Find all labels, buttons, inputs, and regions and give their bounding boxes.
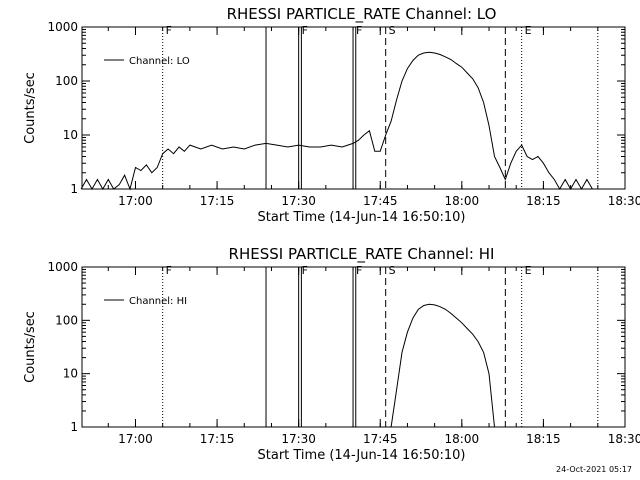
flag-label: F: [302, 264, 308, 277]
x-tick-label: 17:45: [363, 432, 398, 446]
x-tick-label: 17:45: [363, 194, 398, 208]
flag-label: E: [525, 24, 532, 37]
x-tick-label: 17:30: [281, 194, 316, 208]
y-tick-label: 1000: [47, 260, 78, 274]
chart-title: RHESSI PARTICLE_RATE Channel: HI: [229, 245, 495, 264]
x-tick-label: 17:00: [118, 432, 153, 446]
x-tick-label: 18:00: [445, 194, 480, 208]
y-tick-label: 10: [63, 128, 78, 142]
x-tick-label: 18:30: [608, 432, 640, 446]
x-tick-label: 18:15: [526, 432, 561, 446]
flag-label: S: [389, 264, 396, 277]
series-line-1: [390, 303, 495, 428]
y-tick-label: 1: [70, 420, 78, 434]
legend-label: Channel: LO: [129, 56, 190, 67]
y-tick-label: 10: [63, 367, 78, 381]
flag-label: F: [356, 24, 362, 37]
x-tick-label: 17:00: [118, 194, 153, 208]
flag-label: F: [356, 264, 362, 277]
flag-label: S: [389, 24, 396, 37]
y-tick-label: 100: [55, 313, 78, 327]
legend-label: Channel: HI: [129, 296, 187, 307]
x-tick-label: 18:15: [526, 194, 561, 208]
x-tick-label: 17:15: [200, 194, 235, 208]
flag-label: F: [166, 24, 172, 37]
y-axis-label: Counts/sec: [23, 72, 38, 144]
x-tick-label: 17:30: [281, 432, 316, 446]
chart-panel-1: RHESSI PARTICLE_RATE Channel: LO 1 10 100 10…: [23, 5, 640, 225]
chart-panel-2: RHESSI PARTICLE_RATE Channel: HI 1 10 100 10…: [23, 245, 640, 463]
y-axis-label: Counts/sec: [23, 311, 38, 383]
x-tick-label: 17:15: [200, 432, 235, 446]
flag-label: E: [525, 264, 532, 277]
x-tick-label: 18:00: [445, 432, 480, 446]
flag-label: F: [302, 24, 308, 37]
chart-title: RHESSI PARTICLE_RATE Channel: LO: [227, 5, 497, 24]
x-axis-label: Start Time (14-Jun-14 16:50:10): [258, 210, 466, 225]
y-tick-label: 1000: [47, 20, 78, 34]
series-line-1: [80, 51, 593, 191]
flag-label: F: [166, 264, 172, 277]
y-tick-label: 1: [70, 182, 78, 196]
x-axis-label: Start Time (14-Jun-14 16:50:10): [258, 448, 466, 463]
y-tick-label: 100: [55, 74, 78, 88]
x-tick-label: 18:30: [608, 194, 640, 208]
